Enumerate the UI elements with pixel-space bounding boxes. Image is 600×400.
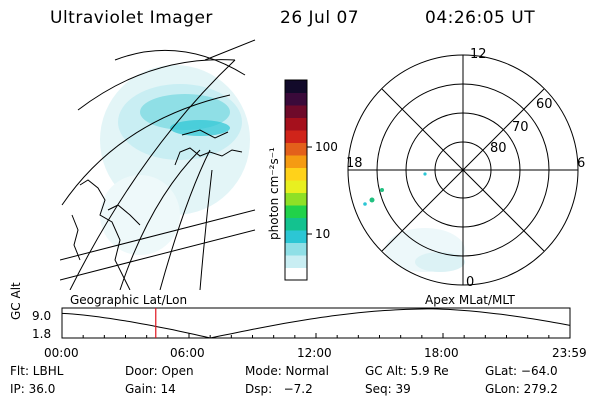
time-tick-1800: 18:00 (424, 346, 459, 360)
timeline-ymax: 9.0 (32, 309, 52, 323)
altitude-curve (61, 308, 571, 339)
colorbar-band (285, 130, 307, 143)
header-time: 04:26:05 UT (425, 8, 536, 28)
colorbar-band (285, 192, 307, 206)
gain-readout: Gain: 14 (125, 382, 176, 396)
colorbar-band (285, 217, 307, 231)
app-title: Ultraviolet Imager (50, 8, 213, 28)
mlat-label-70: 70 (512, 120, 529, 135)
colorbar-band (285, 267, 307, 281)
header-date: 26 Jul 07 (280, 8, 360, 28)
dsp-readout: Dsp: −7.2 (245, 382, 313, 396)
colorbar-band (285, 242, 307, 256)
coastlines (71, 129, 243, 290)
glon-readout: GLon: 279.2 (485, 382, 558, 396)
mode-readout: Mode: Normal (245, 364, 329, 378)
seq-readout: Seq: 39 (365, 382, 411, 396)
colorbar-band (285, 167, 307, 181)
mlt-label-12: 12 (470, 47, 487, 62)
mlat-label-60: 60 (536, 97, 553, 112)
glat-readout: GLat: −64.0 (485, 364, 558, 378)
time-tick-2359: 23:59 (552, 346, 587, 360)
colorbar-band (285, 205, 307, 218)
gc-alt-readout: GC Alt: 5.9 Re (365, 364, 449, 378)
colorbar-band (285, 80, 307, 93)
time-tick-1200: 12:00 (297, 346, 332, 360)
colorbar-tick-100: 100 (315, 140, 338, 154)
colorbar-band (285, 105, 307, 118)
colorbar-band (285, 117, 307, 131)
mlat-label-80: 80 (490, 141, 507, 156)
lat-lon-grid (60, 39, 256, 290)
colorbar-band (285, 142, 307, 156)
time-tick-0000: 00:00 (44, 346, 79, 360)
colorbar-band (285, 155, 307, 168)
timeline-ymin: 1.8 (32, 327, 52, 341)
filter-readout: Flt: LBHL (10, 364, 64, 378)
time-tick-0600: 06:00 (170, 346, 205, 360)
colorbar-band (285, 255, 307, 268)
geo-panel-caption: Geographic Lat/Lon (70, 293, 188, 307)
mlt-label-18: 18 (346, 156, 363, 171)
colorbar-tick-10: 10 (315, 227, 331, 241)
auroral-emission (100, 65, 250, 255)
timeline-ylabel: GC Alt (9, 282, 23, 320)
colorbar-band (285, 92, 307, 106)
mlt-label-6: 6 (577, 156, 586, 171)
mlt-label-0: 0 (466, 275, 475, 290)
colorbar-band (285, 230, 307, 243)
ip-readout: IP: 36.0 (10, 382, 56, 396)
polar-panel-caption: Apex MLat/MLT (425, 293, 515, 307)
colorbar-band (285, 180, 307, 193)
door-readout: Door: Open (125, 364, 194, 378)
